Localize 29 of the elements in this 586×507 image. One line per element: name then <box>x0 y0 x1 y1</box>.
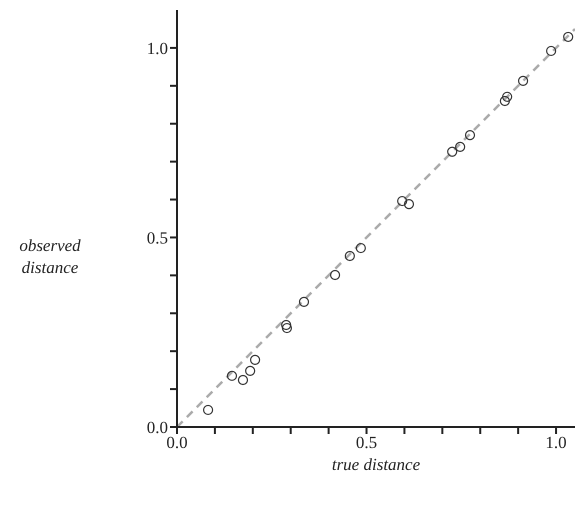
point <box>238 374 248 386</box>
point <box>455 142 466 152</box>
point <box>202 404 214 416</box>
point <box>447 146 458 157</box>
y-tick-label: 0.5 <box>146 228 168 248</box>
x-tick-label: 0.5 <box>356 433 378 452</box>
point <box>298 296 310 307</box>
point <box>245 366 256 376</box>
point <box>344 250 355 262</box>
point <box>404 198 414 210</box>
y-axis-title: observed distance <box>18 235 82 279</box>
point <box>397 196 408 206</box>
point <box>356 242 366 254</box>
point <box>563 32 574 42</box>
point <box>226 370 238 381</box>
point <box>502 92 512 102</box>
x-tick-label: 0.0 <box>166 433 188 452</box>
point <box>500 96 510 106</box>
point <box>518 76 528 86</box>
point <box>250 354 260 365</box>
point <box>282 322 292 334</box>
y-tick-label: 0.0 <box>146 418 168 438</box>
x-tick-label: 1.0 <box>545 433 567 452</box>
point <box>546 46 556 56</box>
point <box>330 270 340 280</box>
point <box>464 130 476 140</box>
x-axis-title: true distance <box>330 455 422 475</box>
point <box>281 320 292 330</box>
y-tick-label: 1.0 <box>146 38 168 58</box>
